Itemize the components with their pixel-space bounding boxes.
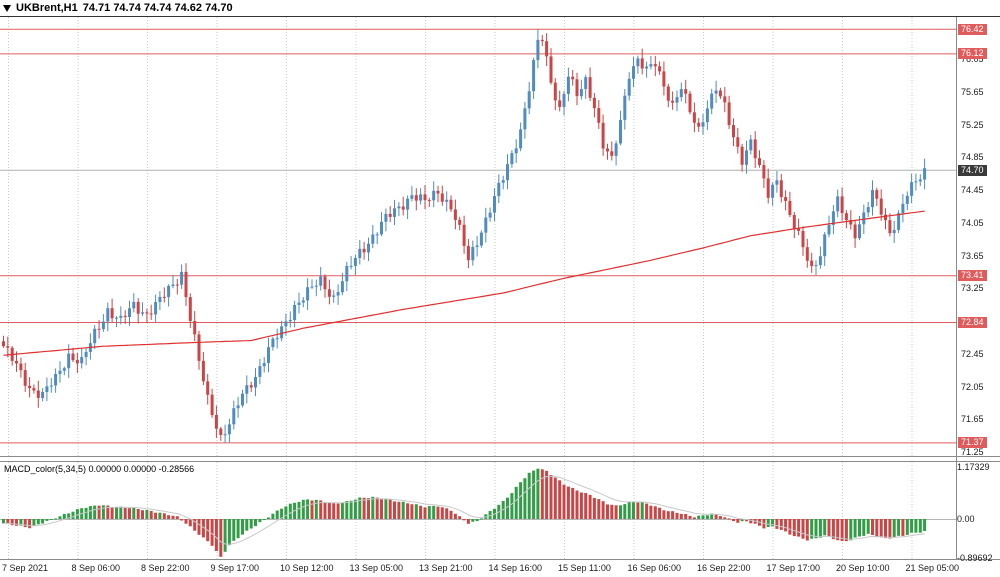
price-tick-label: 71.65: [961, 414, 984, 425]
level-price-label[interactable]: 72.84: [958, 316, 987, 328]
macd-values: 0.00000 0.00000 -0.28566: [88, 464, 195, 474]
macd-tick-label: 0.00: [957, 513, 975, 524]
price-tick-label: 74.85: [961, 152, 984, 163]
time-tick-label: 9 Sep 17:00: [210, 563, 260, 573]
time-tick-label: 20 Sep 10:00: [836, 563, 890, 573]
time-tick-label: 7 Sep 2021: [2, 563, 49, 573]
bid-price-label: 74.70: [958, 164, 987, 176]
chart-shift-icon: [3, 5, 11, 12]
price-tick-label: 74.05: [961, 217, 984, 228]
time-tick-label: 10 Sep 12:00: [280, 563, 334, 573]
ohlc-values: 74.71 74.74 74.74 74.62 74.70: [82, 2, 233, 14]
price-tick-label: 73.65: [961, 250, 984, 261]
time-tick-label: 14 Sep 16:00: [488, 563, 543, 573]
time-tick-label: 17 Sep 17:00: [766, 563, 821, 573]
price-tick-label: 75.25: [961, 119, 984, 130]
time-tick-label: 21 Sep 05:00: [905, 563, 960, 573]
level-price-label[interactable]: 76.12: [958, 48, 987, 60]
price-tick-label: 74.45: [961, 185, 984, 196]
price-tick-label: 72.45: [961, 348, 984, 359]
macd-indicator-label: MACD_color(5,34,5) 0.00000 0.00000 -0.28…: [4, 464, 194, 474]
macd-tick-label: -0.89692: [957, 552, 993, 563]
time-tick-label: 13 Sep 21:00: [419, 563, 473, 573]
time-tick-label: 8 Sep 22:00: [141, 563, 190, 573]
price-tick-label: 73.25: [961, 283, 984, 294]
macd-tick-label: 1.17329: [957, 462, 990, 473]
time-tick-label: 13 Sep 05:00: [349, 563, 404, 573]
level-price-label[interactable]: 73.41: [958, 270, 987, 282]
level-price-label[interactable]: 71.37: [958, 437, 987, 449]
time-tick-label: 16 Sep 06:00: [627, 563, 682, 573]
symbol-timeframe-label: UKBrent,H1: [16, 2, 78, 14]
time-tick-label: 8 Sep 06:00: [71, 563, 121, 573]
macd-name: MACD_color(5,34,5): [4, 464, 87, 474]
time-tick-label: 16 Sep 22:00: [697, 563, 751, 573]
price-tick-label: 75.65: [961, 86, 984, 97]
price-tick-label: 71.25: [961, 447, 984, 458]
level-price-label[interactable]: 76.42: [958, 23, 987, 35]
chart-title: UKBrent,H1 74.71 74.74 74.74 74.62 74.70: [3, 1, 233, 15]
time-tick-label: 15 Sep 11:00: [558, 563, 611, 573]
price-tick-label: 72.05: [961, 381, 984, 392]
